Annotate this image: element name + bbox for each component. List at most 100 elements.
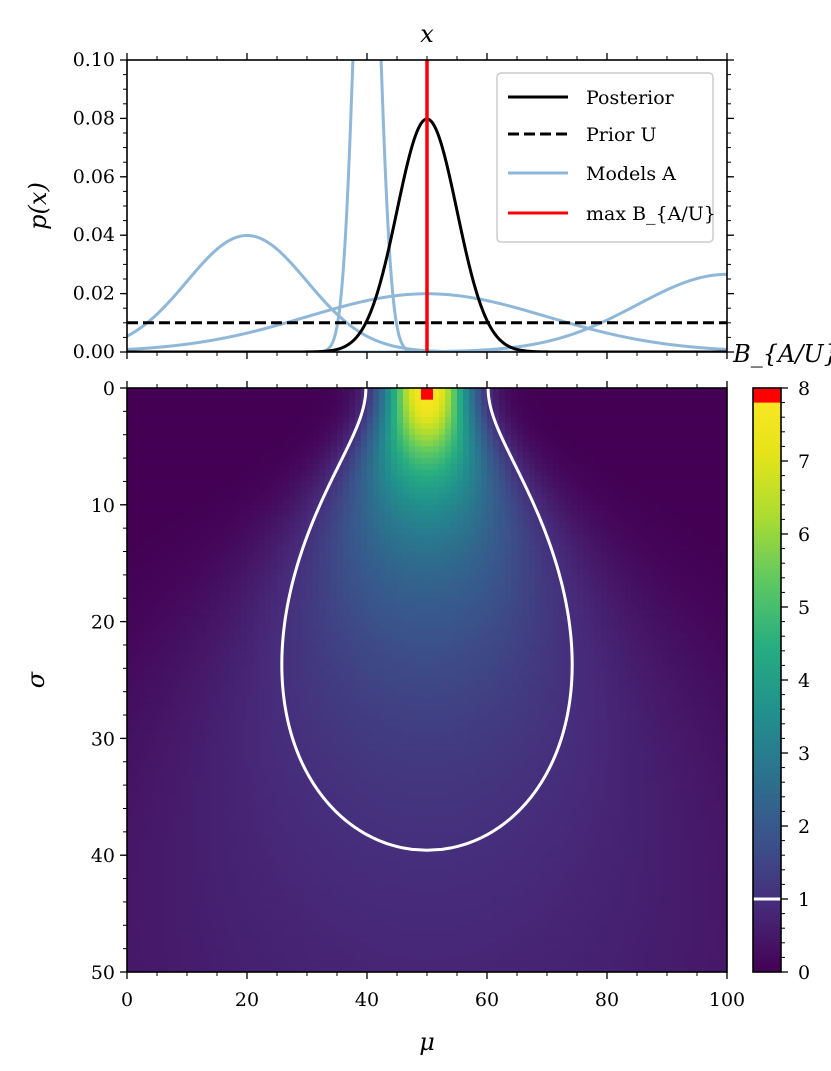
heatmap-cell bbox=[373, 621, 380, 629]
heatmap-cell bbox=[475, 481, 482, 488]
heatmap-cell bbox=[151, 493, 158, 500]
heatmap-cell bbox=[277, 440, 284, 447]
heatmap-cell bbox=[601, 563, 608, 570]
heatmap-cell bbox=[583, 574, 590, 582]
heatmap-cell bbox=[451, 428, 458, 436]
heatmap-cell bbox=[403, 452, 410, 459]
heatmap-cell bbox=[139, 574, 146, 582]
heatmap-cell bbox=[127, 417, 134, 424]
heatmap-cell bbox=[151, 522, 158, 529]
heatmap-cell bbox=[475, 586, 482, 593]
heatmap-cell bbox=[205, 615, 212, 623]
heatmap-cell bbox=[661, 644, 668, 652]
heatmap-cell bbox=[439, 423, 446, 430]
heatmap-cell bbox=[691, 510, 698, 518]
heatmap-cell bbox=[277, 388, 284, 395]
heatmap-cell bbox=[607, 428, 614, 436]
heatmap-cell bbox=[505, 487, 512, 494]
heatmap-cell bbox=[619, 393, 626, 401]
heatmap-cell bbox=[691, 487, 698, 494]
heatmap-cell bbox=[505, 475, 512, 483]
heatmap-cell bbox=[217, 586, 224, 593]
heatmap-cell bbox=[673, 580, 680, 588]
heatmap-cell bbox=[169, 580, 176, 588]
heatmap-cell bbox=[133, 545, 140, 553]
heatmap-cell bbox=[559, 510, 566, 518]
heatmap-cell bbox=[685, 399, 692, 407]
heatmap-cell bbox=[511, 463, 518, 471]
heatmap-cell bbox=[151, 528, 158, 535]
heatmap-cell bbox=[169, 539, 176, 547]
heatmap-cell bbox=[469, 463, 476, 471]
heatmap-cell bbox=[499, 411, 506, 418]
heatmap-cell bbox=[385, 580, 392, 588]
heatmap-cell bbox=[589, 399, 596, 407]
heatmap-cell bbox=[469, 417, 476, 424]
heatmap-cell bbox=[451, 440, 458, 447]
heatmap-cell bbox=[397, 551, 404, 558]
heatmap-cell bbox=[151, 452, 158, 459]
heatmap-cell bbox=[661, 615, 668, 623]
heatmap-cell bbox=[595, 609, 602, 617]
heatmap-cell bbox=[631, 440, 638, 447]
heatmap-cell bbox=[325, 668, 332, 675]
heatmap-cell bbox=[571, 639, 578, 646]
heatmap-cell bbox=[151, 633, 158, 640]
heatmap-cell bbox=[439, 463, 446, 471]
heatmap-cell bbox=[673, 388, 680, 395]
heatmap-cell bbox=[649, 580, 656, 588]
heatmap-cell bbox=[475, 428, 482, 436]
heatmap-cell bbox=[715, 563, 722, 570]
heatmap-cell bbox=[157, 668, 164, 675]
heatmap-cell bbox=[427, 668, 434, 675]
heatmap-cell bbox=[595, 463, 602, 471]
heatmap-cell bbox=[409, 551, 416, 558]
heatmap-cell bbox=[217, 580, 224, 588]
heatmap-cell bbox=[151, 580, 158, 588]
heatmap-cell bbox=[481, 423, 488, 430]
heatmap-cell bbox=[631, 411, 638, 418]
heatmap-cell bbox=[487, 551, 494, 558]
heatmap-cell bbox=[607, 586, 614, 593]
heatmap-cell bbox=[469, 504, 476, 512]
heatmap-cell bbox=[595, 388, 602, 395]
heatmap-cell bbox=[187, 633, 194, 640]
heatmap-cell bbox=[373, 504, 380, 512]
heatmap-cell bbox=[349, 498, 356, 506]
heatmap-cell bbox=[427, 481, 434, 488]
heatmap-cell bbox=[259, 639, 266, 646]
heatmap-cell bbox=[709, 458, 716, 465]
heatmap-cell bbox=[349, 662, 356, 669]
heatmap-cell bbox=[337, 569, 344, 576]
heatmap-cell bbox=[169, 557, 176, 564]
heatmap-cell bbox=[145, 534, 152, 541]
heatmap-cell bbox=[577, 446, 584, 453]
heatmap-cell bbox=[475, 458, 482, 465]
heatmap-cell bbox=[145, 539, 152, 547]
heatmap-cell bbox=[697, 586, 704, 593]
heatmap-cell bbox=[445, 528, 452, 535]
heatmap-cell bbox=[715, 423, 722, 430]
heatmap-cell bbox=[187, 481, 194, 488]
heatmap-cell bbox=[289, 475, 296, 483]
heatmap-cell bbox=[187, 434, 194, 442]
heatmap-cell bbox=[295, 452, 302, 459]
heatmap-cell bbox=[163, 627, 170, 634]
heatmap-cell bbox=[649, 516, 656, 523]
heatmap-cell bbox=[307, 428, 314, 436]
heatmap-cell bbox=[325, 498, 332, 506]
heatmap-cell bbox=[505, 534, 512, 541]
heatmap-cell bbox=[487, 557, 494, 564]
heatmap-cell bbox=[313, 475, 320, 483]
heatmap-cell bbox=[367, 627, 374, 634]
heatmap-cell bbox=[685, 557, 692, 564]
heatmap-cell bbox=[193, 481, 200, 488]
heatmap-cell bbox=[607, 423, 614, 430]
heatmap-cell bbox=[235, 580, 242, 588]
heatmap-cell bbox=[379, 656, 386, 664]
heatmap-cell bbox=[691, 539, 698, 547]
heatmap-cell bbox=[295, 516, 302, 523]
heatmap-cell bbox=[721, 469, 727, 477]
heatmap-cell bbox=[307, 644, 314, 652]
heatmap-cell bbox=[307, 650, 314, 658]
